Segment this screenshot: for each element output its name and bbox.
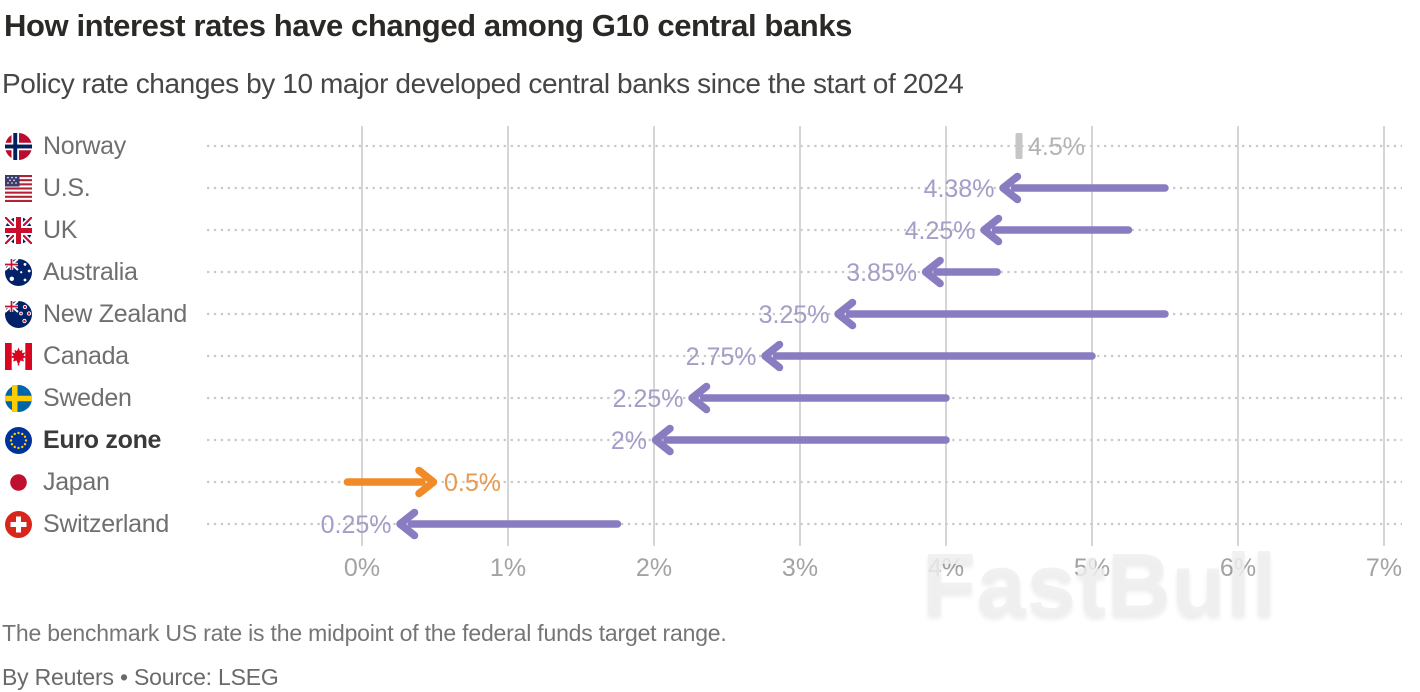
axis-tick-label: 7% [1366,554,1402,582]
australia-flag-icon [5,258,32,286]
axis-tick-label: 6% [1220,554,1256,582]
country-label: Canada [43,341,129,370]
country-label: New Zealand [43,299,188,328]
row-label-us: U.S. [5,167,91,209]
value-label: 3.25% [759,301,830,329]
country-label: U.S. [43,173,91,202]
axis-tick-label: 0% [344,554,380,582]
value-label: 4.5% [1028,133,1085,161]
country-label: Australia [43,257,138,286]
sweden-flag-icon [5,384,32,412]
rate-arrow-us: 4.38% [924,172,1169,204]
country-label-column: Norway U.S. UK Australia New Zealand Canada Sw… [0,0,220,560]
canada-flag-icon [5,342,32,370]
row-label-uk: UK [5,209,77,251]
arrow-head-right [415,466,438,498]
euro-flag-icon [5,426,32,454]
norway-flag-icon [5,132,32,160]
footnote: The benchmark US rate is the midpoint of… [2,620,727,646]
country-label: Euro zone [43,425,162,454]
page-subtitle: Policy rate changes by 10 major develope… [2,68,964,99]
row-label-japan: Japan [5,461,110,503]
value-label: 2.75% [686,343,757,371]
us-flag-icon [5,174,32,202]
axis-tick-label: 5% [1074,554,1110,582]
arrow-head-left [761,340,784,372]
arrow-head-left [834,298,857,330]
row-label-australia: Australia [5,251,138,293]
axis-tick-label: 2% [636,554,672,582]
rate-arrow-uk: 4.25% [905,214,1133,246]
arrow-head-left [980,214,1003,246]
row-label-norway: Norway [5,125,126,167]
japan-flag-icon [5,468,32,496]
arrow-head-left [688,382,711,414]
page-title: How interest rates have changed among G1… [4,8,853,43]
row-label-new-zealand: New Zealand [5,293,187,335]
country-label: UK [43,215,78,244]
country-label: Japan [43,467,110,496]
rate-arrow-australia: 3.85% [846,256,1001,288]
rate-arrow-canada: 2.75% [686,340,1096,372]
value-label: 4.38% [924,175,995,203]
unchanged-tick [1015,133,1023,159]
rate-arrow-norway: 4.5% [1015,133,1085,161]
axis-tick-label: 4% [928,554,964,582]
rate-arrow-sweden: 2.25% [613,382,950,414]
arrow-head-left [999,172,1022,204]
country-label: Norway [43,131,126,160]
uk-flag-icon [5,216,32,244]
row-label-euro: Euro zone [5,419,161,461]
rate-arrow-japan: 0.5% [343,466,501,498]
country-label: Sweden [43,383,132,412]
arrow-head-left [921,256,944,288]
rate-arrow-euro: 2% [611,424,950,456]
switzerland-flag-icon [5,510,32,538]
new-zealand-flag-icon [5,300,32,328]
value-label: 0.25% [321,511,392,539]
row-label-sweden: Sweden [5,377,132,419]
value-label: 2% [611,427,647,455]
rate-arrow-switzerland: 0.25% [321,508,622,540]
axis-tick-label: 3% [782,554,818,582]
value-label: 3.85% [846,259,917,287]
value-label: 2.25% [613,385,684,413]
value-label: 0.5% [444,469,501,497]
row-label-switzerland: Switzerland [5,503,169,545]
country-label: Switzerland [43,509,169,538]
arrow-head-left [396,508,419,540]
value-label: 4.25% [905,217,976,245]
source-byline: By Reuters • Source: LSEG [2,664,279,690]
rate-arrow-new-zealand: 3.25% [759,298,1169,330]
row-label-canada: Canada [5,335,129,377]
axis-tick-label: 1% [490,554,526,582]
arrow-head-left [651,424,674,456]
